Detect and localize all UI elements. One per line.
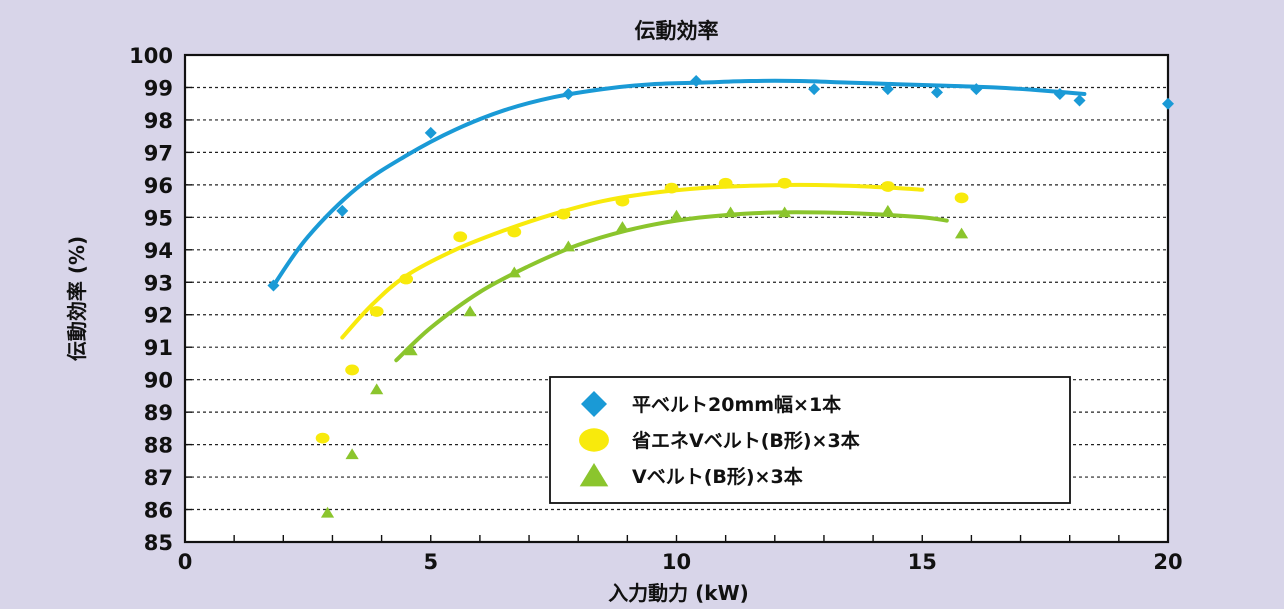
legend-label-3: Vベルト(B形)×3本 bbox=[632, 465, 803, 488]
data-point-series-2 bbox=[954, 192, 969, 204]
y-tick-label: 94 bbox=[144, 239, 173, 263]
x-tick-label: 10 bbox=[662, 550, 691, 574]
data-point-series-1 bbox=[1162, 97, 1174, 110]
legend-label-2: 省エネVベルト(B形)×3本 bbox=[631, 429, 860, 452]
data-point-series-2 bbox=[556, 208, 571, 220]
data-point-series-3 bbox=[320, 506, 335, 518]
data-point-series-3 bbox=[463, 305, 477, 317]
y-tick-label: 88 bbox=[144, 434, 173, 458]
trend-line-3 bbox=[394, 210, 949, 363]
data-point-series-2 bbox=[777, 177, 792, 189]
legend-label-1: 平ベルト20mm幅×1本 bbox=[632, 393, 841, 416]
y-tick-label: 96 bbox=[144, 174, 173, 198]
data-point-series-1 bbox=[562, 87, 575, 100]
x-tick-label: 0 bbox=[178, 550, 193, 574]
data-point-series-2 bbox=[399, 273, 414, 285]
y-tick-label: 85 bbox=[144, 531, 173, 555]
data-point-series-1 bbox=[930, 86, 943, 99]
x-tick-label: 5 bbox=[423, 550, 438, 574]
chart-title: 伝動効率 bbox=[635, 19, 719, 43]
data-point-series-1 bbox=[808, 83, 821, 96]
y-tick-label: 90 bbox=[144, 369, 173, 393]
data-point-series-3 bbox=[561, 240, 575, 252]
plot-border bbox=[183, 53, 1170, 544]
data-point-series-1 bbox=[970, 83, 983, 96]
x-tick-label: 20 bbox=[1153, 550, 1182, 574]
data-point-series-2 bbox=[664, 182, 679, 194]
y-tick-label: 98 bbox=[144, 109, 173, 133]
y-tick-label: 97 bbox=[144, 141, 173, 165]
y-tick-label: 91 bbox=[144, 336, 173, 360]
data-point-series-2 bbox=[315, 432, 330, 444]
data-point-series-2 bbox=[615, 195, 630, 207]
data-point-series-3 bbox=[615, 221, 630, 232]
data-point-series-3 bbox=[954, 227, 969, 239]
x-axis-label: 入力動力 (kW) bbox=[608, 581, 749, 605]
data-point-series-2 bbox=[718, 177, 733, 189]
data-point-series-1 bbox=[690, 74, 703, 87]
data-point-series-3 bbox=[507, 266, 521, 278]
y-tick-label: 89 bbox=[144, 401, 173, 425]
data-point-series-3 bbox=[345, 448, 359, 460]
data-point-series-3 bbox=[404, 344, 418, 356]
data-point-series-1 bbox=[267, 279, 280, 292]
data-point-series-3 bbox=[778, 206, 792, 218]
y-axis-label: 伝動効率 (%) bbox=[65, 236, 89, 361]
data-point-series-2 bbox=[453, 231, 468, 243]
trend-line-1 bbox=[271, 78, 1087, 288]
y-tick-label: 93 bbox=[144, 271, 173, 295]
data-point-series-2 bbox=[507, 226, 522, 238]
data-point-series-1 bbox=[424, 126, 437, 139]
data-point-series-3 bbox=[370, 383, 384, 395]
legend-box bbox=[549, 376, 1071, 504]
y-tick-label: 99 bbox=[144, 76, 173, 100]
data-point-series-1 bbox=[336, 204, 349, 217]
data-point-series-3 bbox=[669, 209, 684, 221]
data-point-series-3 bbox=[723, 206, 738, 218]
data-point-series-1 bbox=[881, 83, 894, 96]
data-point-series-2 bbox=[345, 364, 360, 376]
legend-marker-2 bbox=[579, 428, 609, 452]
trend-line-2 bbox=[340, 182, 925, 340]
legend-marker-3 bbox=[579, 463, 609, 487]
y-tick-label: 87 bbox=[144, 466, 173, 490]
y-tick-label: 100 bbox=[129, 44, 173, 68]
y-tick-label: 86 bbox=[144, 499, 173, 523]
data-point-series-1 bbox=[1073, 94, 1086, 107]
y-tick-label: 92 bbox=[144, 304, 173, 328]
data-point-series-3 bbox=[881, 204, 895, 216]
y-tick-label: 95 bbox=[144, 206, 173, 230]
x-tick-label: 15 bbox=[908, 550, 937, 574]
legend-marker-1 bbox=[581, 391, 607, 417]
data-point-series-2 bbox=[369, 306, 384, 317]
data-point-series-2 bbox=[880, 181, 895, 192]
data-point-series-1 bbox=[1053, 87, 1066, 100]
